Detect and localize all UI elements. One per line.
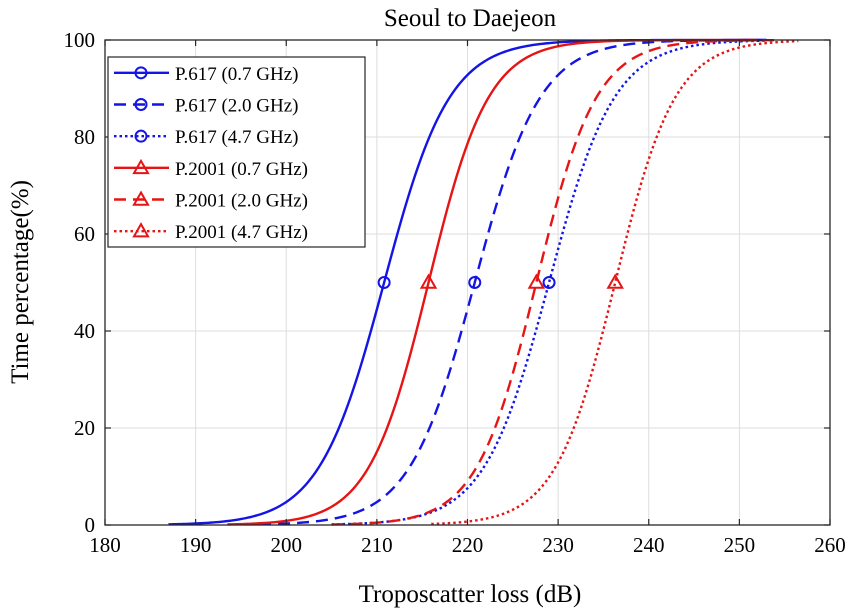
y-tick-label: 60 [74,222,95,246]
y-tick-label: 40 [74,319,95,343]
y-axis-label: Time percentage(%) [7,180,34,384]
legend-label: P.2001 (0.7 GHz) [175,159,308,180]
x-tick-label: 230 [542,533,574,557]
legend-label: P.617 (4.7 GHz) [175,127,299,148]
series-marker [419,273,438,289]
legend-marker [134,129,148,143]
x-tick-label: 260 [814,533,846,557]
legend-marker [134,98,148,111]
x-tick-label: 250 [724,533,756,557]
y-tick-label: 80 [74,125,95,149]
series-marker [542,276,556,289]
legend-marker [132,190,150,206]
legend-marker [132,222,150,238]
marker-group [377,273,624,289]
legend-marker [132,158,150,175]
y-tick-label: 20 [74,416,95,440]
series-marker [606,273,624,289]
y-tick-label: 0 [85,513,96,537]
series-line [431,39,799,526]
x-ticks: 180 190 200 210 220 230 240 250 260 [89,40,846,557]
x-tick-label: 200 [271,533,303,557]
legend-marker [134,66,148,80]
x-tick-label: 190 [180,533,212,557]
y-ticks: 0 20 40 60 80 100 [64,28,830,537]
x-tick-label: 240 [633,533,665,557]
x-tick-label: 210 [361,533,393,557]
series-marker [377,276,391,289]
series-marker [527,273,546,289]
x-tick-label: 220 [452,533,484,557]
chart-title: Seoul to Daejeon [384,5,557,32]
x-tick-label: 180 [89,533,121,557]
legend-label: P.2001 (4.7 GHz) [175,222,308,243]
x-axis-label: Troposcatter loss (dB) [359,581,582,608]
legend-label: P.2001 (2.0 GHz) [175,191,308,212]
y-tick-label: 100 [64,28,96,52]
legend-label: P.617 (2.0 GHz) [175,96,299,117]
series-line [331,39,767,526]
legend-box [107,56,366,248]
legend-label: P.617 (0.7 GHz) [175,64,299,85]
series-marker [468,276,482,289]
legend: P.617 (0.7 GHz) P.617 (2.0 GHz) P.617 (4.7… [107,56,366,248]
